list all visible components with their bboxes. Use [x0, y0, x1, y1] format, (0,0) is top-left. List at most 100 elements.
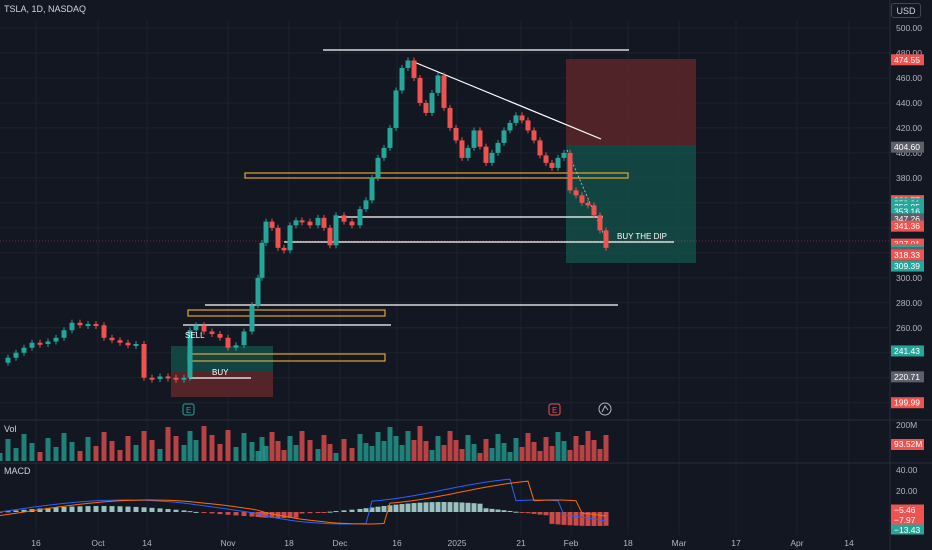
time-tick-label: 16: [392, 538, 402, 548]
volume-bar: [435, 436, 441, 461]
macd-histogram-bar: [193, 511, 199, 513]
volume-bar: [399, 445, 405, 461]
candle-body: [5, 357, 11, 363]
volume-bar: [471, 444, 477, 461]
volume-bar: [233, 447, 239, 461]
volume-bar: [275, 441, 281, 461]
currency-button[interactable]: USD: [891, 3, 921, 18]
volume-bars: 93.52M 200M: [0, 420, 924, 461]
volume-bar: [45, 438, 51, 461]
price-label-tag: [891, 371, 924, 383]
annotations: BUY SELL BUY THE DIP E E: [182, 232, 667, 416]
volume-last-label: 93.52M: [894, 439, 922, 449]
candles: [5, 57, 609, 383]
candle-body: [429, 92, 435, 113]
macd-histogram-bar: [21, 509, 27, 512]
macd-histogram-bar: [93, 506, 99, 512]
support-resistance-levels: [0, 49, 890, 379]
macd-histogram-bar: [381, 505, 387, 512]
volume-bar: [125, 436, 131, 461]
earnings-marker[interactable]: E: [548, 403, 561, 416]
earnings-marker[interactable]: E: [182, 403, 195, 416]
candle-body: [201, 325, 207, 332]
candle-body: [109, 337, 115, 341]
macd-histogram-bar: [393, 504, 399, 512]
candle-body: [519, 115, 525, 121]
candle-body: [85, 324, 91, 327]
macd-histogram-bar: [561, 512, 567, 525]
macd-histogram-bar: [187, 511, 193, 513]
macd-histogram-bar: [501, 510, 507, 512]
candle-body: [287, 225, 293, 251]
volume-last-tag: [891, 439, 924, 450]
macd-histogram-bar: [363, 508, 369, 512]
time-tick-label: Apr: [790, 538, 803, 548]
macd-histogram-bar: [429, 502, 435, 512]
svg-text:E: E: [552, 406, 557, 415]
candle-body: [173, 377, 179, 380]
candle-body: [369, 177, 375, 201]
volume-bar: [567, 450, 573, 461]
candle-body: [333, 215, 339, 246]
macd-histogram-bar: [531, 512, 537, 514]
candle-body: [13, 352, 19, 358]
candle-body: [37, 342, 43, 345]
price-label-value: 241.43: [894, 346, 920, 356]
candle-body: [157, 376, 163, 379]
volume-bar: [489, 448, 495, 461]
macd-histogram-bar: [579, 512, 585, 526]
macd-histogram-bar: [287, 512, 293, 518]
macd-histogram-bar: [465, 502, 471, 512]
macd-histogram-bar: [543, 512, 549, 516]
macd-histogram-bar: [109, 506, 115, 512]
volume-bar: [333, 453, 339, 461]
candle-body: [363, 200, 369, 210]
candle-body: [327, 227, 333, 246]
price-label-value: 474.55: [894, 55, 920, 65]
candle-body: [69, 322, 75, 331]
macd-value-label: −7.97: [894, 515, 916, 525]
macd-value-tag: [891, 524, 924, 535]
macd-histogram-bar: [165, 509, 171, 512]
macd-histogram-bar: [217, 512, 223, 515]
candle-body: [101, 325, 107, 338]
macd-histogram-bar: [597, 512, 603, 526]
candle-body: [453, 127, 459, 141]
candle-body: [537, 140, 543, 156]
volume-bar: [21, 434, 27, 461]
volume-bar: [269, 432, 275, 461]
symbol-title[interactable]: TSLA, 1D, NASDAQ: [4, 4, 87, 14]
macd-histogram-bar: [233, 512, 239, 516]
sell-label: SELL: [185, 331, 205, 340]
volume-bar: [173, 436, 179, 461]
volume-bar: [181, 445, 187, 461]
price-axis: 500.00 480.00 460.00 440.00 420.00 400.00 380.…: [891, 23, 924, 409]
price-label-tag: [891, 205, 924, 217]
volume-bar: [519, 447, 525, 461]
macd-histogram-bar: [411, 503, 417, 512]
macd-histogram-bar: [483, 508, 489, 512]
time-tick-label: Mar: [672, 538, 687, 548]
split-dividend-icon[interactable]: [598, 402, 612, 416]
volume-bar: [141, 431, 147, 461]
candle-body: [477, 130, 483, 147]
candle-body: [501, 130, 507, 143]
loss-zone-dip: [566, 59, 696, 145]
candle-body: [471, 130, 477, 148]
candle-body: [255, 277, 261, 306]
volume-bar: [287, 436, 293, 461]
macd-histogram-bar: [423, 502, 429, 512]
time-tick-label: Oct: [91, 538, 105, 548]
price-label-tag: [891, 260, 924, 272]
volume-bar: [61, 433, 67, 461]
volume-bar: [501, 443, 507, 461]
zone-box-268: [187, 309, 386, 317]
candle-body: [133, 343, 139, 346]
volume-bar: [157, 449, 163, 461]
macd-histogram-bar: [173, 509, 179, 512]
candle-body: [531, 130, 537, 141]
svg-text:E: E: [186, 406, 191, 415]
macd-histogram-bar: [13, 510, 19, 512]
volume-bar: [13, 448, 19, 461]
